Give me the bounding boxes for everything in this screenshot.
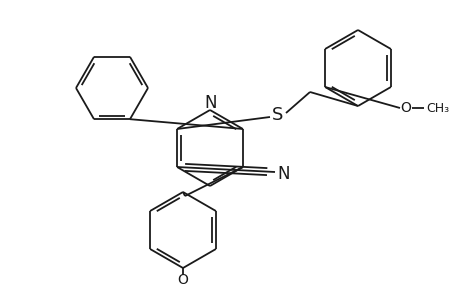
Text: CH₃: CH₃ xyxy=(425,101,448,115)
Text: O: O xyxy=(400,101,410,115)
Text: O: O xyxy=(177,273,188,287)
Text: N: N xyxy=(277,165,290,183)
Text: N: N xyxy=(204,94,217,112)
Text: S: S xyxy=(272,106,283,124)
